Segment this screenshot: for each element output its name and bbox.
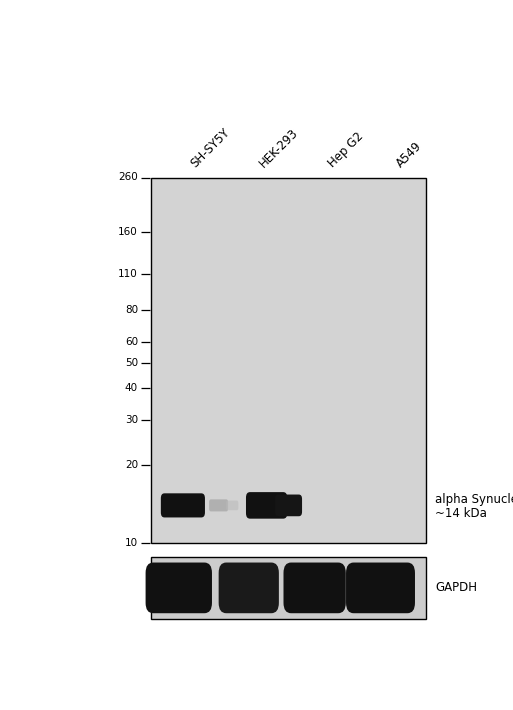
Text: 30: 30: [125, 415, 138, 425]
Text: GAPDH: GAPDH: [435, 581, 477, 594]
Text: 260: 260: [119, 173, 138, 182]
Text: SH-SY5Y: SH-SY5Y: [188, 126, 232, 170]
FancyBboxPatch shape: [146, 562, 212, 613]
Text: 160: 160: [119, 227, 138, 237]
FancyBboxPatch shape: [346, 562, 415, 613]
Text: 110: 110: [119, 269, 138, 279]
Text: 50: 50: [125, 358, 138, 368]
FancyBboxPatch shape: [284, 562, 346, 613]
Text: HEK-293: HEK-293: [257, 126, 301, 170]
Text: A549: A549: [394, 140, 425, 170]
Text: 80: 80: [125, 305, 138, 315]
FancyBboxPatch shape: [219, 562, 279, 613]
FancyBboxPatch shape: [275, 495, 302, 516]
FancyBboxPatch shape: [151, 178, 426, 543]
FancyBboxPatch shape: [151, 557, 426, 619]
Text: 40: 40: [125, 383, 138, 393]
FancyBboxPatch shape: [161, 493, 205, 518]
Text: Hep G2: Hep G2: [325, 130, 366, 170]
Text: 10: 10: [125, 538, 138, 548]
FancyBboxPatch shape: [246, 492, 287, 519]
Text: ~14 kDa: ~14 kDa: [435, 508, 487, 520]
Text: 20: 20: [125, 460, 138, 470]
FancyBboxPatch shape: [226, 501, 239, 510]
Text: alpha Synuclein: alpha Synuclein: [435, 493, 513, 506]
FancyBboxPatch shape: [209, 499, 228, 511]
Text: 60: 60: [125, 337, 138, 347]
